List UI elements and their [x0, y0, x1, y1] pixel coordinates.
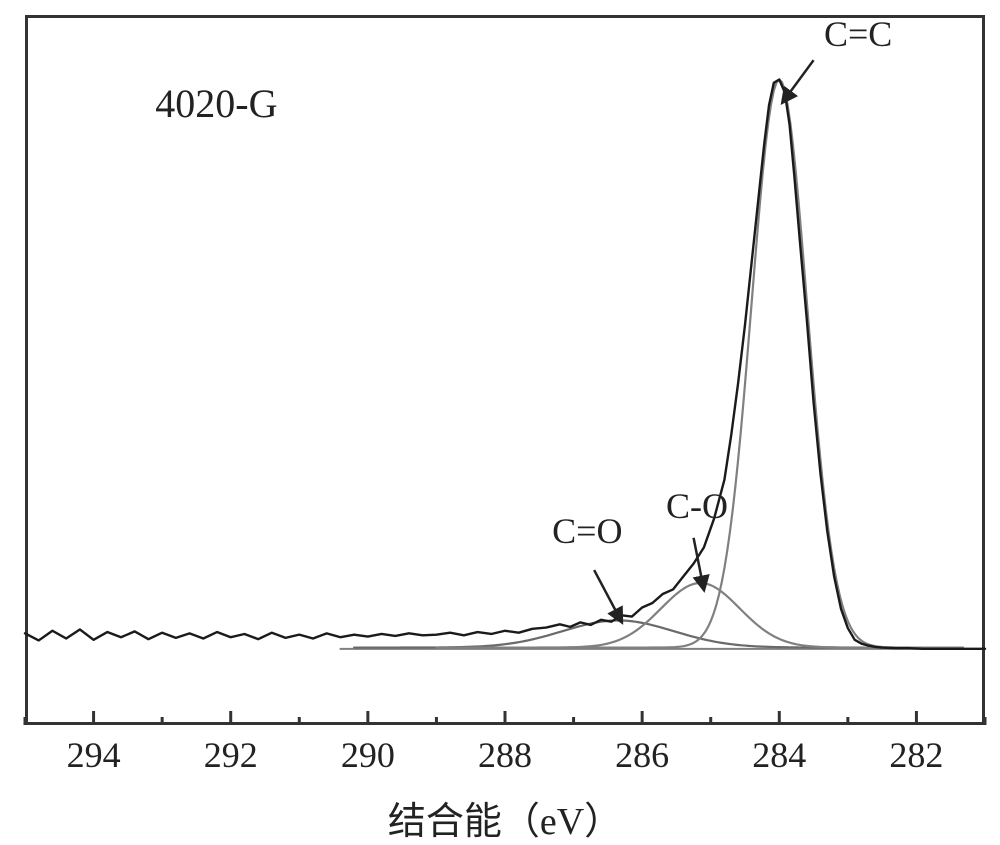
x-tick-label: 290 [341, 734, 395, 776]
chart-svg [0, 0, 1000, 838]
x-tick-label: 286 [615, 734, 669, 776]
peak-label-co: C-O [666, 485, 728, 527]
annotation-arrow-ceo [594, 570, 621, 622]
x-tick-label: 282 [889, 734, 943, 776]
annotation-arrow-co [694, 538, 704, 590]
peak-label-cc: C=C [824, 13, 892, 55]
x-tick-label: 284 [752, 734, 806, 776]
annotation-arrow-cc [783, 60, 814, 102]
raw-spectrum-line [25, 80, 985, 649]
x-tick-label: 292 [204, 734, 258, 776]
peak-cc-line [574, 80, 963, 648]
peak-label-ceo: C=O [552, 510, 622, 552]
x-tick-label: 288 [478, 734, 532, 776]
sample-label: 4020-G [155, 80, 277, 127]
peak-co-line [436, 583, 943, 648]
x-axis-label: 结合能（eV） [388, 790, 622, 845]
x-tick-label: 294 [67, 734, 121, 776]
x-ticks [25, 711, 985, 725]
xps-figure: 4020-G 结合能（eV） 282284286288290292294C=CC… [0, 0, 1000, 838]
